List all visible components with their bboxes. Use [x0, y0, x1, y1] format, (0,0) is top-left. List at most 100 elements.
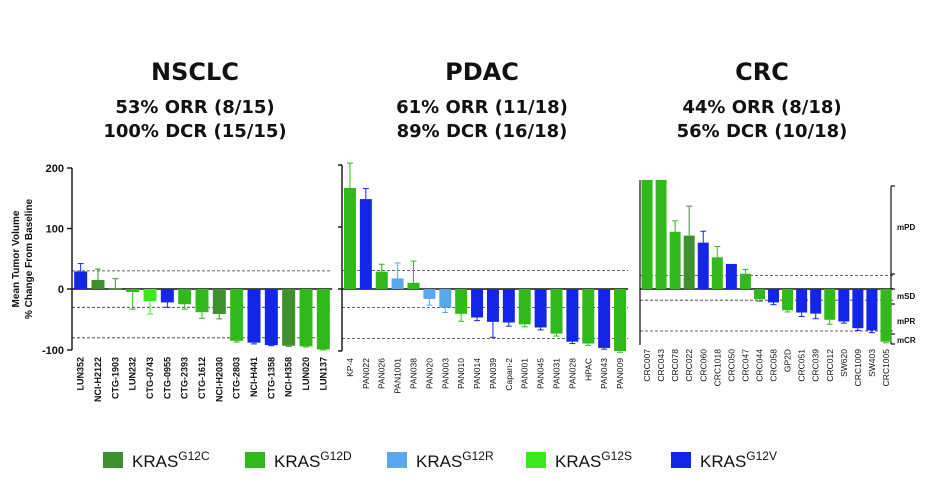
legend-swatch [103, 452, 123, 468]
category-label: PAN014 [472, 358, 482, 389]
bar [782, 289, 794, 311]
bar [74, 271, 88, 289]
category-label: LUN020 [301, 357, 311, 391]
panel-title: CRC [735, 58, 789, 86]
legend-label: KRASG12R [416, 448, 494, 471]
bar [126, 289, 140, 293]
bar [343, 187, 356, 289]
bar [866, 289, 878, 331]
category-label: PAN038 [409, 358, 419, 389]
legend-swatch [526, 452, 546, 468]
pdac-header: PDAC 61% ORR (11/18) 89% DCR (16/18) [382, 58, 582, 144]
category-label: CRC1005 [881, 349, 891, 387]
category-label: SW403 [867, 349, 877, 377]
bar [641, 180, 653, 289]
category-label: NCI-H358 [284, 357, 294, 397]
category-label: LUN352 [76, 357, 86, 391]
bar [359, 199, 372, 289]
legend-label: KRASG12S [555, 448, 632, 471]
legend-label: KRASG12C [132, 448, 210, 471]
y-axis-label: Mean Tumor Volume [11, 210, 22, 307]
category-label: CTG-1903 [110, 357, 120, 399]
category-label: KP-4 [345, 358, 355, 377]
category-label: CRC012 [825, 349, 835, 382]
category-label: CRC060 [698, 349, 708, 382]
category-label: CRC044 [754, 349, 764, 382]
bar [566, 289, 579, 342]
orr-stat: 61% ORR (11/18) [396, 97, 568, 118]
category-label: CRC051 [797, 349, 807, 382]
category-label: NCI-H2030 [214, 357, 224, 402]
response-category-label: mCR [897, 336, 916, 345]
mutation-legend: KRASG12C KRASG12D KRASG12R KRASG12S KRAS… [0, 445, 925, 475]
y-axis-label: % Change From Baseline [24, 199, 35, 319]
bar [247, 289, 261, 343]
bar [195, 289, 209, 313]
legend-item-g12r: KRASG12R [387, 445, 494, 475]
category-label: CTG-1358 [266, 357, 276, 399]
bar [655, 180, 667, 289]
legend-item-g12c: KRASG12C [103, 445, 210, 475]
category-label: SW620 [839, 349, 849, 377]
category-label: CTG-0743 [145, 357, 155, 399]
category-label: CRC047 [740, 349, 750, 382]
bar [768, 289, 780, 303]
bar [711, 257, 723, 289]
waterfall-charts: 200 100 0 -100 Mean Tumor Volume% Change Fro… [11, 162, 916, 402]
panel-title: PDAC [445, 58, 519, 86]
bar [471, 289, 484, 318]
bar [725, 263, 737, 289]
bar [407, 282, 420, 289]
y-tick-label: 0 [58, 284, 64, 296]
category-label: PAN028 [567, 358, 577, 389]
bar [212, 289, 226, 315]
panel-title: NSCLC [151, 58, 239, 86]
category-label: CRC050 [726, 349, 736, 382]
bar [739, 273, 751, 289]
bar [796, 289, 808, 313]
bar [178, 289, 192, 305]
bar [91, 279, 105, 289]
category-label: NCI-H441 [249, 357, 259, 397]
category-label: PAN1001 [393, 358, 403, 394]
dcr-stat: 89% DCR (16/18) [396, 121, 568, 142]
bar [534, 289, 547, 328]
category-label: PAN010 [456, 358, 466, 389]
response-category-label: mSD [897, 292, 915, 301]
bar [880, 289, 892, 342]
bar [697, 242, 709, 289]
legend-item-g12s: KRASG12S [526, 445, 632, 475]
orr-stat: 53% ORR (8/15) [115, 97, 275, 118]
y-tick-label: 100 [46, 224, 64, 236]
category-label: PAN026 [377, 358, 387, 389]
category-label: PAN022 [361, 358, 371, 389]
bar [614, 289, 627, 351]
category-label: PAN001 [520, 358, 530, 389]
legend-item-g12d: KRASG12D [245, 445, 352, 475]
bar [486, 289, 499, 322]
category-label: HPAC [583, 358, 593, 381]
bar [423, 289, 436, 299]
bar [230, 289, 244, 341]
category-label: NCI-H2122 [93, 357, 103, 402]
bar [852, 289, 864, 329]
legend-label: KRASG12V [700, 448, 777, 471]
category-label: PAN031 [552, 358, 562, 389]
category-label: CRC078 [670, 349, 680, 382]
category-label: CRC043 [656, 349, 666, 382]
category-label: GP2D [783, 349, 793, 372]
legend-item-g12v: KRASG12V [671, 445, 777, 475]
dcr-stat: 100% DCR (15/15) [103, 121, 287, 142]
category-label: CRC058 [769, 349, 779, 382]
bar [838, 289, 850, 322]
category-label: PAN003 [440, 358, 450, 389]
category-label: CRC022 [684, 349, 694, 382]
category-label: LUN232 [128, 357, 138, 391]
bar [316, 289, 330, 350]
y-tick-label: 200 [46, 163, 64, 175]
bar [502, 289, 515, 323]
bar [391, 278, 404, 289]
category-label: PAN039 [488, 358, 498, 389]
bar [439, 289, 452, 308]
bar [753, 289, 765, 300]
